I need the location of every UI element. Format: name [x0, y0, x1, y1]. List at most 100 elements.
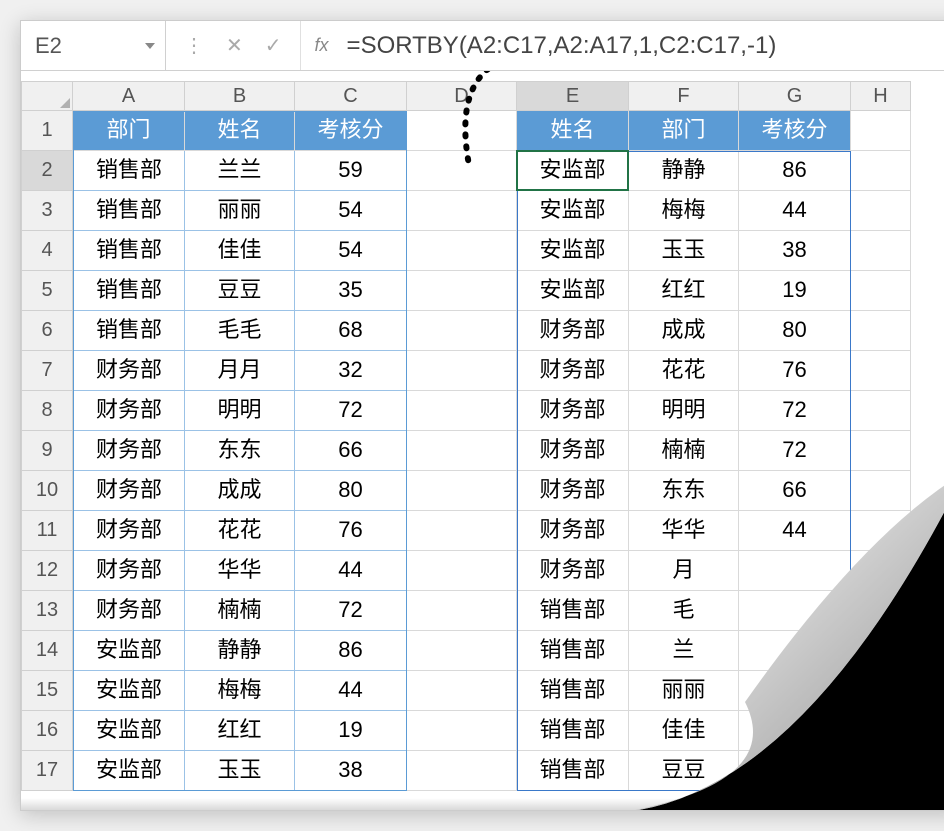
cell-E6[interactable]: 财务部 [517, 311, 629, 351]
cell-E8[interactable]: 财务部 [517, 391, 629, 431]
cell-C12[interactable]: 44 [295, 551, 407, 591]
select-all-corner[interactable] [21, 81, 73, 111]
row-header-13[interactable]: 13 [21, 591, 73, 631]
cell-F16[interactable]: 佳佳 [629, 711, 739, 751]
cell-E2[interactable]: 安监部 [517, 151, 629, 191]
cell-C10[interactable]: 80 [295, 471, 407, 511]
row-header-9[interactable]: 9 [21, 431, 73, 471]
cell-E4[interactable]: 安监部 [517, 231, 629, 271]
cell-D7[interactable] [407, 351, 517, 391]
cell-H7[interactable] [851, 351, 911, 391]
cell-D9[interactable] [407, 431, 517, 471]
cell-B12[interactable]: 华华 [185, 551, 295, 591]
column-header-C[interactable]: C [295, 81, 407, 111]
cell-B4[interactable]: 佳佳 [185, 231, 295, 271]
cell-E5[interactable]: 安监部 [517, 271, 629, 311]
cell-D12[interactable] [407, 551, 517, 591]
cell-B2[interactable]: 兰兰 [185, 151, 295, 191]
cell-D5[interactable] [407, 271, 517, 311]
fx-icon[interactable]: fx [301, 35, 343, 56]
row-header-6[interactable]: 6 [21, 311, 73, 351]
cell-D6[interactable] [407, 311, 517, 351]
row-header-4[interactable]: 4 [21, 231, 73, 271]
row-header-14[interactable]: 14 [21, 631, 73, 671]
row-header-5[interactable]: 5 [21, 271, 73, 311]
cell-A5[interactable]: 销售部 [73, 271, 185, 311]
cell-F15[interactable]: 丽丽 [629, 671, 739, 711]
cell-C17[interactable]: 38 [295, 751, 407, 791]
cell-G12[interactable] [739, 551, 851, 591]
row-header-10[interactable]: 10 [21, 471, 73, 511]
cell-D10[interactable] [407, 471, 517, 511]
column-header-G[interactable]: G [739, 81, 851, 111]
cell-C11[interactable]: 76 [295, 511, 407, 551]
cell-A6[interactable]: 销售部 [73, 311, 185, 351]
cell-B1[interactable]: 姓名 [185, 111, 295, 151]
cell-D11[interactable] [407, 511, 517, 551]
cell-F8[interactable]: 明明 [629, 391, 739, 431]
cell-A3[interactable]: 销售部 [73, 191, 185, 231]
cell-A4[interactable]: 销售部 [73, 231, 185, 271]
cell-D1[interactable] [407, 111, 517, 151]
cell-H4[interactable] [851, 231, 911, 271]
cell-F10[interactable]: 东东 [629, 471, 739, 511]
cell-C16[interactable]: 19 [295, 711, 407, 751]
cell-H11[interactable] [851, 511, 911, 551]
cell-H10[interactable] [851, 471, 911, 511]
cell-E12[interactable]: 财务部 [517, 551, 629, 591]
cell-G8[interactable]: 72 [739, 391, 851, 431]
cell-F1[interactable]: 部门 [629, 111, 739, 151]
row-header-7[interactable]: 7 [21, 351, 73, 391]
cell-D16[interactable] [407, 711, 517, 751]
cell-B7[interactable]: 月月 [185, 351, 295, 391]
cell-H17[interactable] [851, 751, 911, 791]
column-header-F[interactable]: F [629, 81, 739, 111]
cell-H6[interactable] [851, 311, 911, 351]
cell-F14[interactable]: 兰 [629, 631, 739, 671]
cell-F7[interactable]: 花花 [629, 351, 739, 391]
cell-G16[interactable] [739, 711, 851, 751]
cell-C6[interactable]: 68 [295, 311, 407, 351]
cell-D8[interactable] [407, 391, 517, 431]
cell-E16[interactable]: 销售部 [517, 711, 629, 751]
column-header-B[interactable]: B [185, 81, 295, 111]
cell-B16[interactable]: 红红 [185, 711, 295, 751]
column-header-E[interactable]: E [517, 81, 629, 111]
cell-A7[interactable]: 财务部 [73, 351, 185, 391]
cell-A13[interactable]: 财务部 [73, 591, 185, 631]
cell-G1[interactable]: 考核分 [739, 111, 851, 151]
cell-G9[interactable]: 72 [739, 431, 851, 471]
cell-F17[interactable]: 豆豆 [629, 751, 739, 791]
cell-G5[interactable]: 19 [739, 271, 851, 311]
cell-C2[interactable]: 59 [295, 151, 407, 191]
cell-H14[interactable] [851, 631, 911, 671]
cell-C15[interactable]: 44 [295, 671, 407, 711]
cell-F12[interactable]: 月 [629, 551, 739, 591]
cell-D17[interactable] [407, 751, 517, 791]
cell-C9[interactable]: 66 [295, 431, 407, 471]
cell-H5[interactable] [851, 271, 911, 311]
cell-C3[interactable]: 54 [295, 191, 407, 231]
cell-H8[interactable] [851, 391, 911, 431]
cell-G15[interactable] [739, 671, 851, 711]
cell-G13[interactable] [739, 591, 851, 631]
cell-B15[interactable]: 梅梅 [185, 671, 295, 711]
cell-C13[interactable]: 72 [295, 591, 407, 631]
cell-E17[interactable]: 销售部 [517, 751, 629, 791]
cell-B6[interactable]: 毛毛 [185, 311, 295, 351]
cell-G10[interactable]: 66 [739, 471, 851, 511]
cell-G17[interactable] [739, 751, 851, 791]
cell-A10[interactable]: 财务部 [73, 471, 185, 511]
cell-F3[interactable]: 梅梅 [629, 191, 739, 231]
cell-B14[interactable]: 静静 [185, 631, 295, 671]
cell-E10[interactable]: 财务部 [517, 471, 629, 511]
cell-G6[interactable]: 80 [739, 311, 851, 351]
cell-E1[interactable]: 姓名 [517, 111, 629, 151]
cell-G14[interactable] [739, 631, 851, 671]
cell-G7[interactable]: 76 [739, 351, 851, 391]
cell-D3[interactable] [407, 191, 517, 231]
cell-H13[interactable] [851, 591, 911, 631]
row-header-17[interactable]: 17 [21, 751, 73, 791]
cell-F2[interactable]: 静静 [629, 151, 739, 191]
cell-A11[interactable]: 财务部 [73, 511, 185, 551]
